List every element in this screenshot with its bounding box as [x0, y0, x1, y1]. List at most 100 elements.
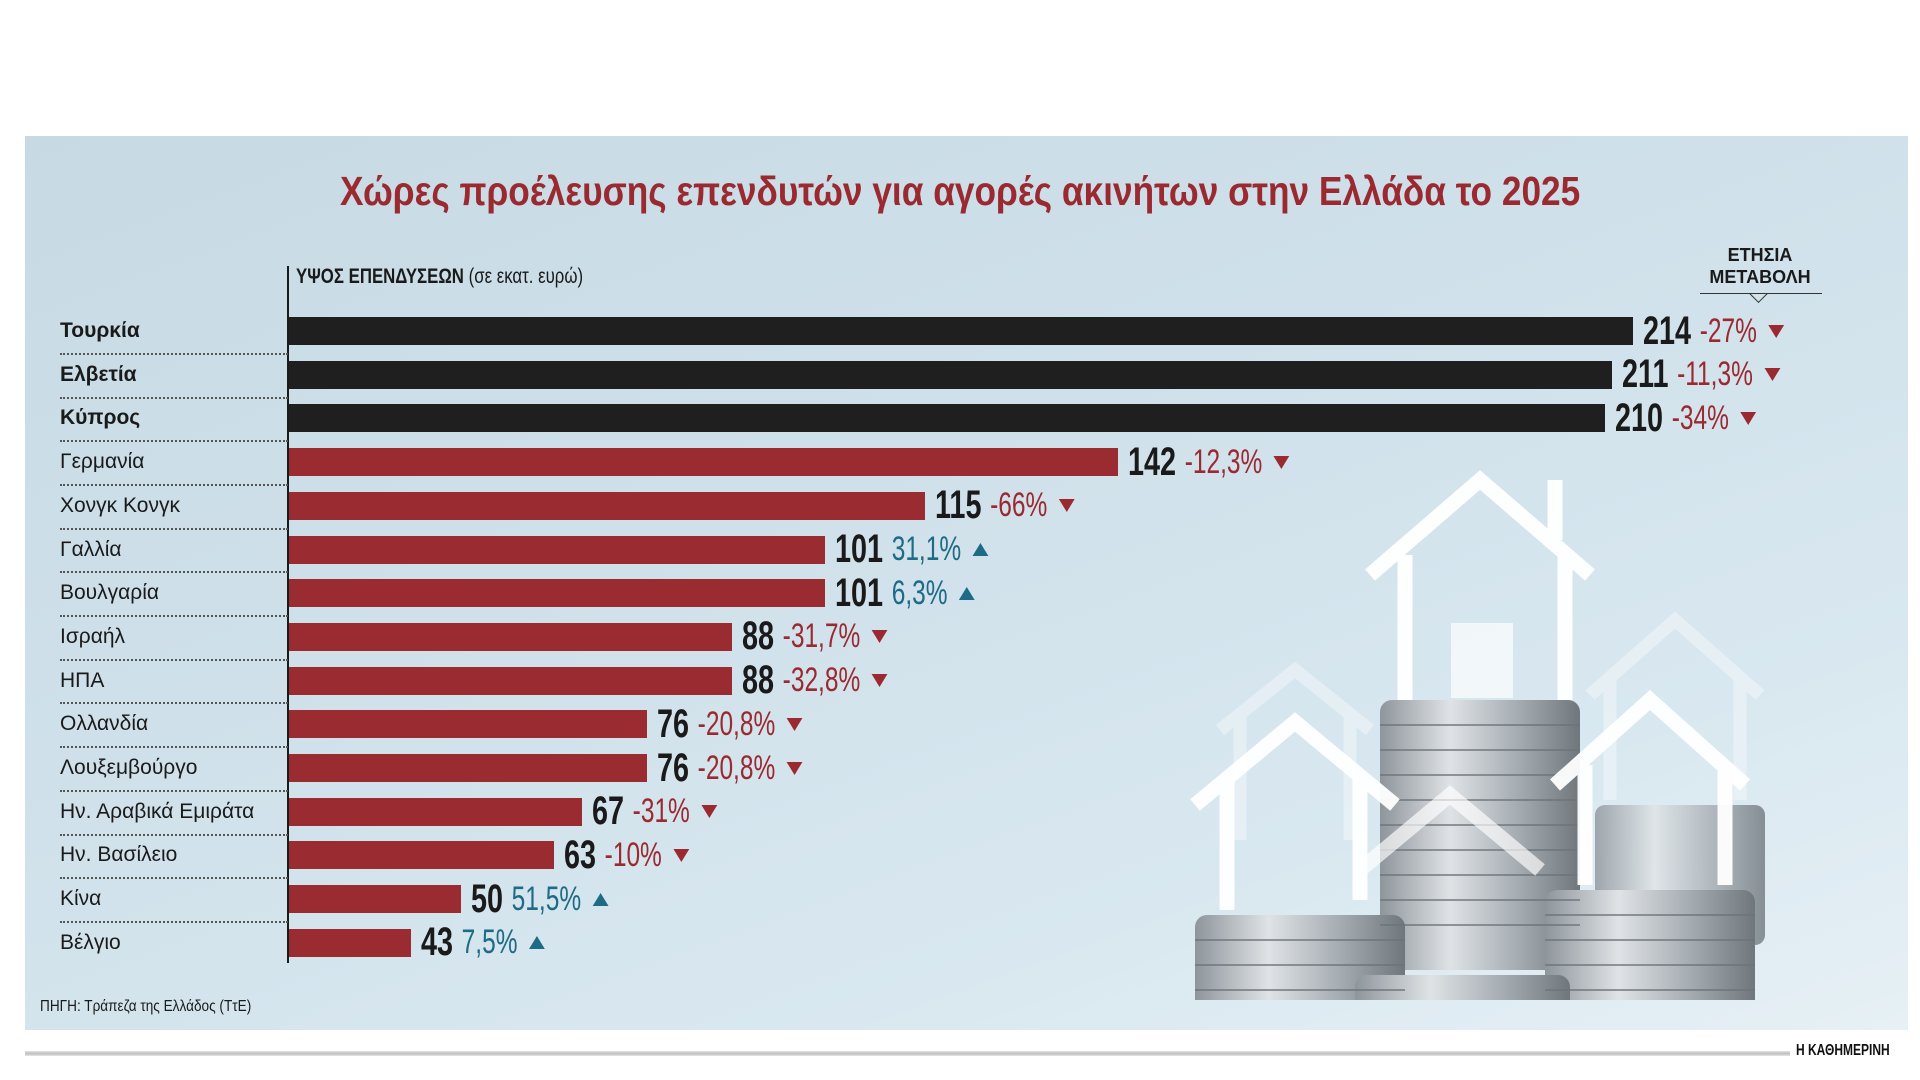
house-icon-right [1549, 689, 1751, 885]
change-label: 6,3% [891, 573, 948, 612]
value-label: 142 [1128, 439, 1177, 484]
bar [289, 579, 826, 608]
row-separator [60, 396, 288, 399]
footer-rule [25, 1051, 1790, 1056]
x-axis-title-bold: ΥΨΟΣ ΕΠΕΝΔΥΣΕΩΝ [296, 265, 464, 288]
row-separator [60, 483, 288, 486]
change-header-line2: ΜΕΤΑΒΟΛΗ [1709, 267, 1811, 287]
value-group: 63 -10% [564, 833, 689, 877]
change-label: 31,1% [891, 530, 962, 568]
category-label: Χονγκ Κονγκ [60, 493, 180, 517]
change-label: -31% [632, 792, 690, 831]
value-label: 115 [935, 483, 982, 528]
bar [289, 448, 1119, 477]
row-separator [60, 527, 288, 530]
bar [289, 491, 926, 520]
x-axis-title: ΥΨΟΣ ΕΠΕΝΔΥΣΕΩΝ (σε εκατ. ευρώ) [296, 265, 655, 289]
chart-title: Χώρες προέλευσης επενδυτών για αγορές ακ… [339, 168, 1581, 214]
change-column-header: ΕΤΗΣΙΑ ΜΕΤΑΒΟΛΗ [1690, 244, 1830, 288]
value-group: 76 -20,8% [657, 702, 803, 746]
value-label: 88 [742, 614, 775, 659]
change-label: -27% [1699, 311, 1758, 350]
triangle-down-icon [701, 805, 718, 819]
change-label: -20,8% [697, 748, 775, 787]
value-label: 50 [470, 876, 503, 921]
change-label: 7,5% [461, 923, 518, 962]
bar [289, 666, 733, 695]
triangle-up-icon [959, 586, 976, 600]
triangle-down-icon [1764, 368, 1780, 382]
row-separator [60, 746, 288, 749]
row-separator [60, 571, 288, 574]
triangle-down-icon [1059, 499, 1075, 513]
triangle-up-icon [592, 892, 609, 906]
change-label: -12,3% [1185, 442, 1263, 481]
triangle-up-icon [972, 543, 989, 556]
change-label: -32,8% [782, 661, 861, 700]
bar [289, 535, 826, 564]
value-group: 50 51,5% [470, 876, 609, 921]
house-icon-large [1365, 470, 1595, 700]
houses-coins-illustration [1190, 470, 1765, 1000]
value-group: 211 -11,3% [1621, 352, 1780, 397]
value-group: 88 -32,8% [742, 658, 888, 703]
value-group: 115 -66% [935, 483, 1075, 528]
row-separator [60, 658, 288, 661]
coin-stacks [1195, 700, 1765, 1000]
category-label: Γαλλία [60, 537, 122, 561]
row-separator [60, 920, 288, 923]
row-separator [60, 352, 288, 355]
triangle-down-icon [1739, 411, 1756, 425]
x-axis-unit: (σε εκατ. ευρώ) [468, 265, 584, 288]
triangle-down-icon [786, 761, 803, 775]
bar [289, 885, 461, 914]
category-label: Βουλγαρία [60, 581, 160, 605]
bar [289, 754, 647, 782]
triangle-up-icon [528, 936, 545, 950]
triangle-down-icon [672, 848, 689, 862]
value-group: 43 7,5% [420, 920, 545, 965]
value-label: 76 [656, 701, 689, 746]
value-label: 211 [1621, 352, 1669, 397]
value-label: 88 [742, 658, 775, 703]
category-label: Ισραήλ [60, 624, 126, 648]
value-group: 101 31,1% [835, 527, 989, 572]
category-label: Βέλγιο [60, 930, 121, 954]
row-separator [60, 789, 288, 792]
category-label: Γερμανία [60, 450, 145, 474]
y-axis-line [287, 266, 289, 963]
row-separator [60, 440, 288, 443]
value-group: 142 -12,3% [1128, 439, 1291, 484]
row-separator [60, 615, 288, 618]
change-label: -31,7% [782, 617, 861, 656]
category-label: Λουξεμβούργο [60, 756, 198, 779]
change-label: 51,5% [511, 879, 581, 918]
triangle-down-icon [872, 674, 888, 688]
house-icon-center [1355, 785, 1545, 876]
house-icon-left [1190, 712, 1400, 910]
value-label: 76 [656, 745, 689, 790]
source-note: ΠΗΓΗ: Τράπεζα της Ελλάδος (ΤτΕ) [40, 998, 252, 1015]
value-label: 43 [420, 920, 453, 965]
bar [289, 710, 647, 739]
value-label: 210 [1614, 395, 1663, 440]
value-group: 88 -31,7% [742, 614, 888, 659]
triangle-down-icon [786, 717, 803, 731]
category-label: Ην. Βασίλειο [60, 843, 178, 867]
bar [289, 622, 733, 651]
bar [289, 360, 1612, 389]
triangle-down-icon [872, 630, 888, 644]
value-group: 214 -27% [1643, 308, 1785, 353]
bar [289, 317, 1634, 345]
category-label: Κίνα [60, 887, 102, 911]
value-label: 63 [563, 832, 596, 877]
value-label: 214 [1643, 308, 1692, 353]
brand-logo: Η ΚΑΘΗΜΕΡΙΝΗ [1796, 1042, 1890, 1059]
value-label: 101 [835, 570, 884, 615]
value-group: 210 -34% [1615, 396, 1756, 440]
value-label: 101 [835, 527, 884, 571]
bar [289, 928, 411, 957]
house-icons [1190, 470, 1751, 910]
category-label: Κύπρος [60, 406, 141, 430]
bar [289, 797, 583, 826]
